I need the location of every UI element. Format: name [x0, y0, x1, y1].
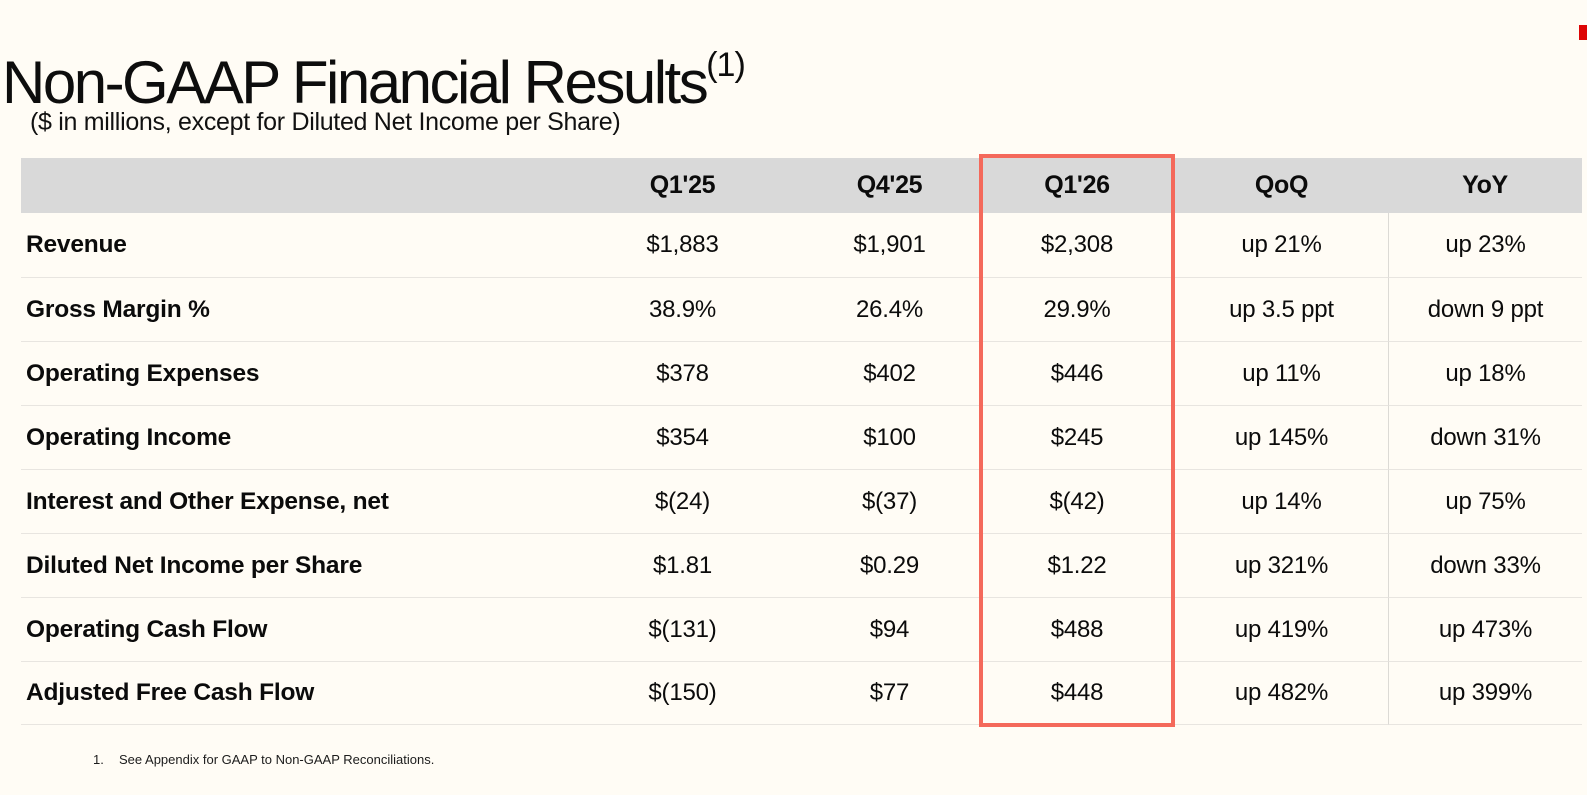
cell-qoq: up 11% [1175, 341, 1388, 405]
cell-yoy: down 9 ppt [1388, 277, 1582, 341]
cell-q126: $245 [979, 405, 1175, 469]
cell-q125: $354 [565, 405, 800, 469]
cell-yoy: up 75% [1388, 469, 1582, 533]
financial-results-table: Q1'25 Q4'25 Q1'26 QoQ YoY Revenue $1,883… [21, 158, 1582, 725]
cell-q126: 29.9% [979, 277, 1175, 341]
cell-yoy: down 33% [1388, 533, 1582, 597]
cell-q425: $402 [800, 341, 979, 405]
row-label: Interest and Other Expense, net [21, 469, 565, 533]
cell-yoy: down 31% [1388, 405, 1582, 469]
column-header-q425: Q4'25 [800, 158, 979, 213]
cell-qoq: up 419% [1175, 597, 1388, 661]
row-label: Diluted Net Income per Share [21, 533, 565, 597]
cell-q125: 38.9% [565, 277, 800, 341]
cell-yoy: up 23% [1388, 213, 1582, 277]
cell-yoy: up 473% [1388, 597, 1582, 661]
cell-q126: $448 [979, 661, 1175, 725]
page-title: Non-GAAP Financial Results(1) [2, 46, 746, 117]
cell-q425: $0.29 [800, 533, 979, 597]
cell-q425: $77 [800, 661, 979, 725]
cell-q125: $(150) [565, 661, 800, 725]
cell-qoq: up 145% [1175, 405, 1388, 469]
footnote: 1. See Appendix for GAAP to Non-GAAP Rec… [93, 752, 434, 767]
column-header-q125: Q1'25 [565, 158, 800, 213]
cell-q126: $488 [979, 597, 1175, 661]
row-label: Operating Expenses [21, 341, 565, 405]
cell-q126: $(42) [979, 469, 1175, 533]
column-header-qoq: QoQ [1175, 158, 1388, 213]
cell-qoq: up 3.5 ppt [1175, 277, 1388, 341]
cell-q126: $446 [979, 341, 1175, 405]
cell-qoq: up 21% [1241, 231, 1322, 258]
cell-q125: $378 [565, 341, 800, 405]
cell-q125: $(24) [565, 469, 800, 533]
cell-yoy: up 399% [1388, 661, 1582, 725]
column-header-label [21, 158, 565, 213]
row-label: Operating Cash Flow [21, 597, 565, 661]
title-footnote-superscript: (1) [706, 46, 746, 85]
column-header-q126: Q1'26 [979, 158, 1175, 213]
cell-q425: $(37) [800, 469, 979, 533]
footnote-text: See Appendix for GAAP to Non-GAAP Reconc… [119, 752, 435, 767]
cell-qoq: up 321% [1175, 533, 1388, 597]
page-title-text: Non-GAAP Financial Results [2, 49, 709, 117]
cell-q425: $1,901 [853, 231, 926, 258]
cell-q425: $100 [800, 405, 979, 469]
column-header-yoy: YoY [1388, 158, 1582, 213]
row-label: Revenue [26, 231, 127, 258]
footnote-number: 1. [93, 752, 104, 767]
cell-q425: $94 [800, 597, 979, 661]
cell-q425: 26.4% [800, 277, 979, 341]
cell-qoq: up 14% [1175, 469, 1388, 533]
cell-q126: $1.22 [979, 533, 1175, 597]
row-label: Operating Income [21, 405, 565, 469]
brand-logo-mark [1579, 25, 1587, 40]
row-label: Gross Margin % [21, 277, 565, 341]
cell-q125: $(131) [565, 597, 800, 661]
cell-yoy: up 18% [1388, 341, 1582, 405]
row-label: Adjusted Free Cash Flow [21, 661, 565, 725]
cell-q125: $1,883 [646, 231, 719, 258]
cell-q125: $1.81 [565, 533, 800, 597]
cell-q126: $2,308 [1040, 231, 1114, 258]
cell-qoq: up 482% [1175, 661, 1388, 725]
subtitle: ($ in millions, except for Diluted Net I… [30, 108, 621, 136]
